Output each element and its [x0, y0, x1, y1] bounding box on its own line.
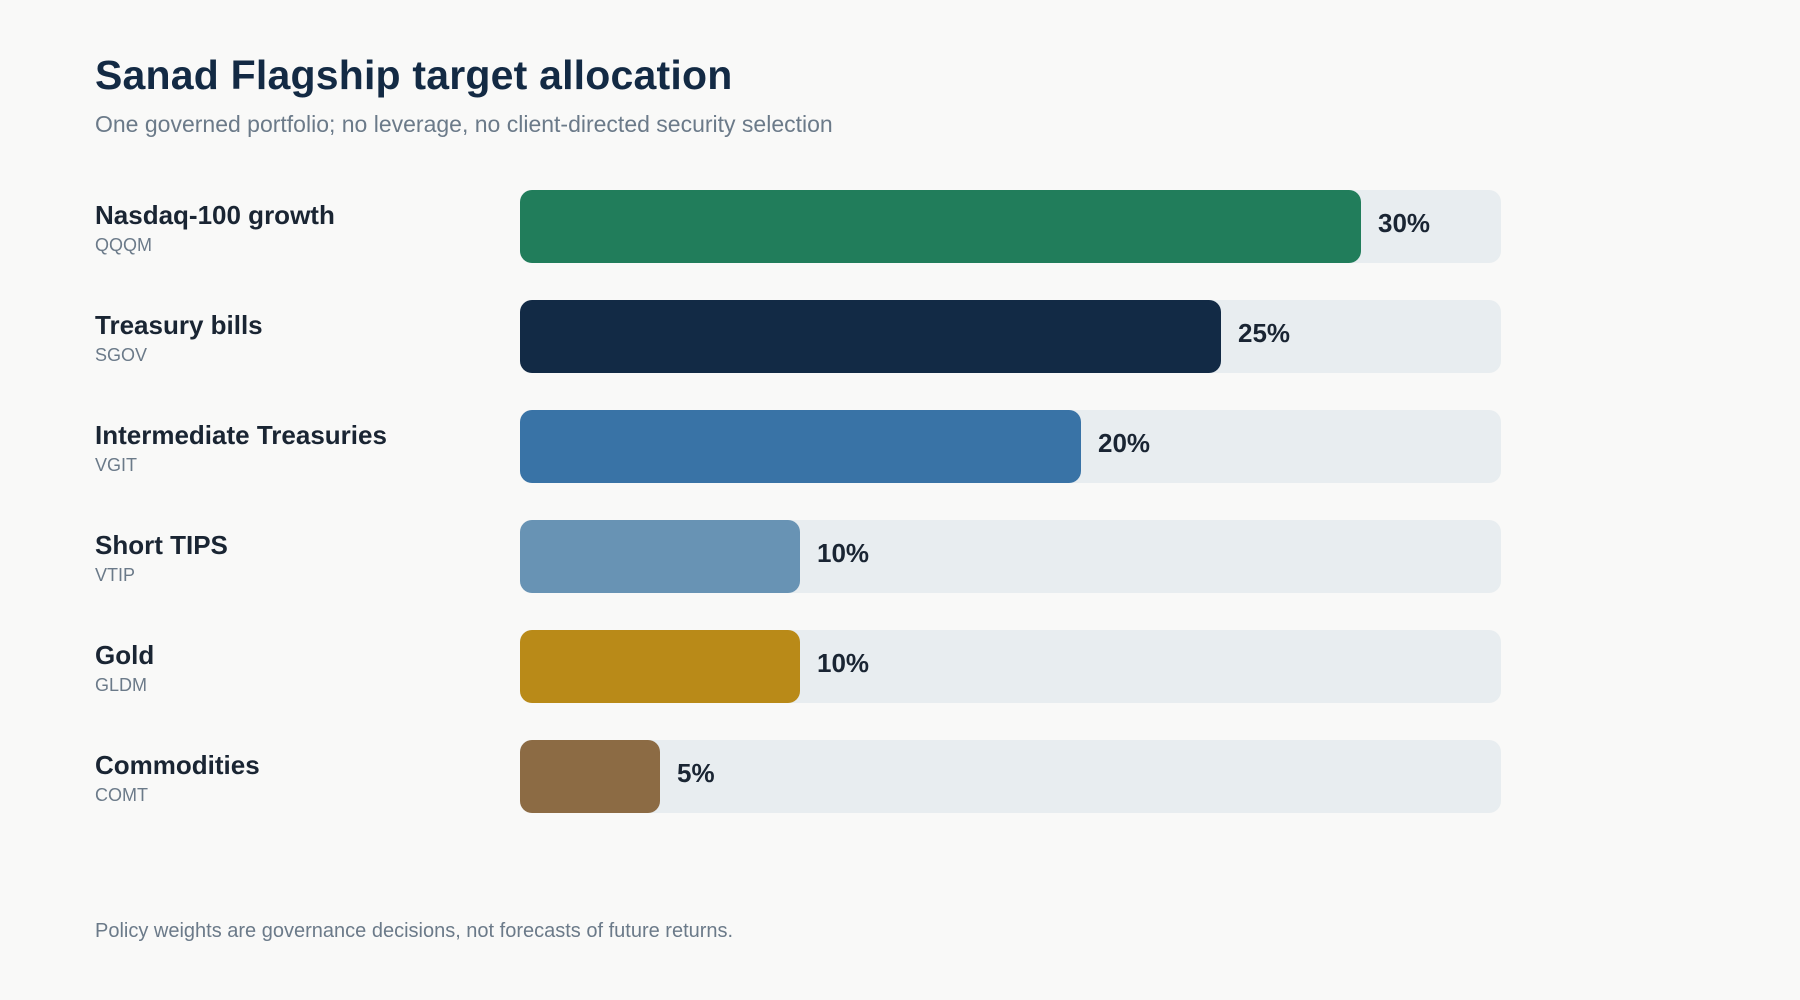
value-label: 5% [677, 758, 715, 788]
category-label: Commodities [95, 750, 260, 780]
ticker-label: SGOV [95, 345, 148, 365]
chart-row: Short TIPS VTIP 10% [0, 520, 1800, 593]
ticker-label: QQQM [95, 235, 152, 255]
category-label: Intermediate Treasuries [95, 420, 387, 450]
category-label: Gold [95, 640, 155, 670]
bar [520, 190, 1361, 263]
bar [520, 630, 800, 703]
chart-subtitle: One governed portfolio; no leverage, no … [95, 111, 833, 137]
chart-row: Intermediate Treasuries VGIT 20% [0, 410, 1800, 483]
value-label: 10% [817, 538, 870, 568]
chart-row: Treasury bills SGOV 25% [0, 300, 1800, 373]
chart-row: Gold GLDM 10% [0, 630, 1800, 703]
chart-footnote: Policy weights are governance decisions,… [95, 920, 734, 942]
value-label: 30% [1378, 208, 1431, 238]
ticker-label: VTIP [95, 565, 136, 585]
category-label: Nasdaq-100 growth [95, 200, 335, 230]
bar [520, 520, 800, 593]
category-label: Short TIPS [95, 530, 228, 560]
ticker-label: GLDM [95, 675, 148, 695]
chart-row: Nasdaq-100 growth QQQM 30% [0, 190, 1800, 263]
bar-track: 20% [520, 410, 1501, 483]
bar-track: 5% [520, 740, 1501, 813]
value-label: 20% [1098, 428, 1151, 458]
bar-track: 10% [520, 520, 1501, 593]
category-label: Treasury bills [95, 310, 263, 340]
value-label: 10% [817, 648, 870, 678]
bar-track: 30% [520, 190, 1501, 263]
ticker-label: VGIT [95, 455, 138, 475]
value-label: 25% [1238, 318, 1291, 348]
bar [520, 740, 660, 813]
chart-title: Sanad Flagship target allocation [95, 52, 733, 98]
chart-row: Commodities COMT 5% [0, 740, 1800, 813]
bar-track: 25% [520, 300, 1501, 373]
bar-track: 10% [520, 630, 1501, 703]
ticker-label: COMT [95, 785, 148, 805]
bar [520, 410, 1081, 483]
bar [520, 300, 1221, 373]
